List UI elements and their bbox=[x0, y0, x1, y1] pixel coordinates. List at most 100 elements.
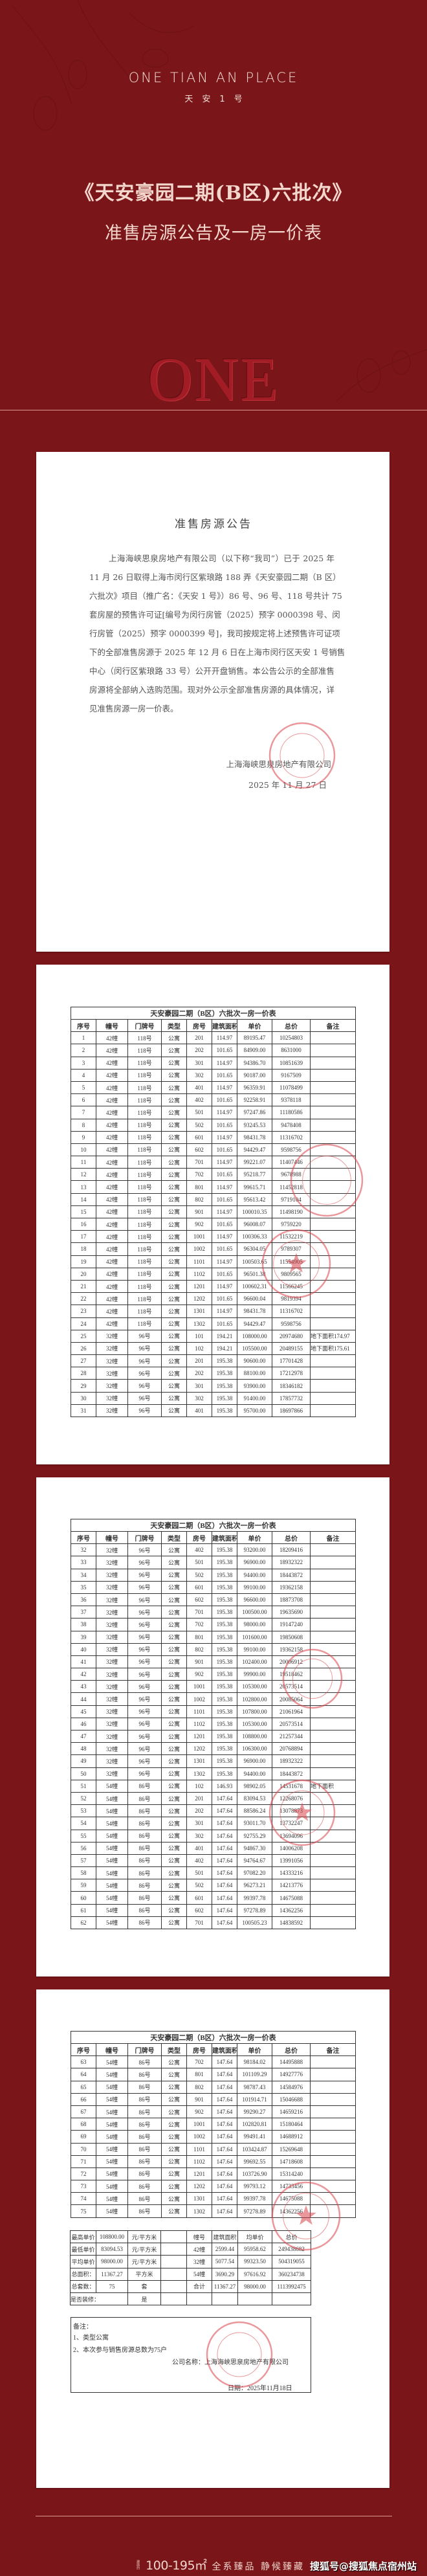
table-row: 73 54幢 86号 公寓 1202 147.64 99793.12 14733456 bbox=[71, 2180, 356, 2193]
table-cell bbox=[309, 2130, 356, 2144]
announcement-line: 套房屋的预售许可证[编号为闵行房管（2025）预字 0000398 号、闵 bbox=[89, 610, 340, 620]
table-cell: 14213776 bbox=[272, 1879, 311, 1892]
table-cell: 公寓 bbox=[161, 2180, 187, 2193]
table-cell: 902 bbox=[186, 2105, 212, 2119]
table-cell bbox=[309, 1193, 356, 1206]
table-cell: 103424.87 bbox=[237, 2142, 272, 2156]
table-cell: 1002 bbox=[186, 2130, 212, 2144]
table-cell: 201 bbox=[186, 1031, 212, 1045]
table-cell bbox=[309, 1606, 356, 1619]
table-cell: 96号 bbox=[127, 1341, 162, 1356]
table-cell: 1101 bbox=[186, 2142, 212, 2156]
table-cell: 14688912 bbox=[272, 2130, 311, 2144]
summary-row: 总套数： 75 套 合计 11367.27 98000.00 1113992475 bbox=[70, 2279, 311, 2293]
table-cell: 95218.77 bbox=[237, 1168, 272, 1182]
table-cell: 23 bbox=[71, 1305, 96, 1318]
table-cell: 公寓 bbox=[161, 2192, 187, 2206]
footer-area: 100-195㎡ bbox=[146, 2559, 207, 2573]
table-row: 7 42幢 118号 公寓 501 114.97 97247.86 11180586 bbox=[71, 1106, 356, 1119]
table-cell: 1301 bbox=[186, 2192, 212, 2206]
price-table: 天安豪园二期（B区）六批次一房一价表 序号 幢号 门牌号 类型 房号 建筑面积 单价 总价 备注 3… bbox=[70, 1519, 356, 1930]
table-cell: 公寓 bbox=[161, 1829, 187, 1842]
table-cell: 602 bbox=[186, 1143, 212, 1157]
table-cell: 101.65 bbox=[212, 1068, 237, 1082]
table-cell: 147.64 bbox=[212, 1879, 237, 1892]
table-cell: 802 bbox=[186, 1642, 212, 1656]
table-cell: 20573514 bbox=[272, 1680, 311, 1694]
table-cell: 91400.00 bbox=[237, 1391, 272, 1405]
table-cell: 公寓 bbox=[161, 1068, 187, 1082]
table-cell: 195.38 bbox=[212, 1680, 237, 1694]
table-cell: 公寓 bbox=[161, 1242, 187, 1256]
table-cell: 86号 bbox=[127, 1829, 162, 1842]
table-cell: 公寓 bbox=[161, 1267, 187, 1281]
table-cell: 101.65 bbox=[212, 1217, 237, 1231]
table-cell: 118号 bbox=[127, 1292, 162, 1306]
summary-cell bbox=[186, 2292, 212, 2306]
summary-cell: 98000.00 bbox=[237, 2279, 272, 2293]
table-cell: 1102 bbox=[186, 2155, 212, 2168]
table-cell: 11316702 bbox=[272, 1130, 311, 1144]
table-cell: 20768894 bbox=[272, 1742, 311, 1756]
table-cell: 103726.90 bbox=[237, 2167, 272, 2181]
table-cell: 13 bbox=[71, 1180, 96, 1194]
table-cell bbox=[309, 1767, 356, 1780]
table-cell: 147.64 bbox=[212, 1916, 237, 1930]
table-cell: 71 bbox=[71, 2155, 96, 2168]
table-cell: 28 bbox=[71, 1367, 96, 1380]
table-cell: 84909.00 bbox=[237, 1044, 272, 1057]
table-cell: 94867.30 bbox=[237, 1841, 272, 1855]
column-header: 房号 bbox=[186, 1018, 212, 1033]
column-header: 幢号 bbox=[96, 2043, 128, 2057]
table-cell: 99615.71 bbox=[237, 1180, 272, 1194]
table-cell: 7 bbox=[71, 1106, 96, 1119]
table-cell: 602 bbox=[186, 1593, 212, 1607]
table-cell: 32幢 bbox=[96, 1630, 128, 1644]
table-row: 32 32幢 96号 公寓 402 195.38 93200.00 18209416 bbox=[71, 1543, 356, 1557]
table-cell: 31 bbox=[71, 1404, 96, 1418]
table-cell: 118号 bbox=[127, 1267, 162, 1281]
table-cell: 32幢 bbox=[96, 1642, 128, 1656]
table-cell: 32幢 bbox=[96, 1568, 128, 1582]
table-cell: 公寓 bbox=[161, 1056, 187, 1070]
table-cell: 公寓 bbox=[161, 2142, 187, 2156]
table-row: 36 32幢 96号 公寓 602 195.38 96600.00 18873708 bbox=[71, 1593, 356, 1607]
table-cell: 86号 bbox=[127, 1841, 162, 1855]
table-cell: 20974680 bbox=[272, 1329, 311, 1343]
column-header: 总价 bbox=[272, 1530, 311, 1545]
summary-cell bbox=[160, 2292, 187, 2306]
table-cell: 59 bbox=[71, 1879, 96, 1892]
table-cell: 11554905 bbox=[272, 1255, 311, 1268]
table-cell: 54幢 bbox=[96, 1829, 128, 1842]
footer-slogan: 全系臻品 静候臻藏 bbox=[212, 2562, 305, 2572]
table-cell: 9 bbox=[71, 1130, 96, 1144]
table-row: 64 54幢 86号 公寓 801 147.64 101109.29 14927776 bbox=[71, 2068, 356, 2081]
table-cell: 1302 bbox=[186, 2204, 212, 2218]
table-cell: 47 bbox=[71, 1729, 96, 1743]
summary-row: 是否装修：是 bbox=[70, 2292, 311, 2306]
table-cell: 1301 bbox=[186, 1754, 212, 1768]
table-cell: 10851639 bbox=[272, 1056, 311, 1070]
table-cell: 21 bbox=[71, 1279, 96, 1294]
summary-cell: 2599.44 bbox=[212, 2243, 238, 2256]
table-cell: 公寓 bbox=[161, 1130, 187, 1144]
table-cell: 1301 bbox=[186, 1305, 212, 1318]
table-row: 67 54幢 86号 公寓 902 147.64 99290.27 14659216 bbox=[71, 2105, 356, 2119]
table-cell: 98902.05 bbox=[237, 1779, 272, 1793]
table-cell: 32幢 bbox=[96, 1655, 128, 1669]
table-cell: 14 bbox=[71, 1193, 96, 1206]
table-cell: 102 bbox=[186, 1341, 212, 1356]
summary-cell: 42幢 bbox=[186, 2243, 212, 2256]
table-cell: 11 bbox=[71, 1156, 96, 1169]
table-cell: 86号 bbox=[127, 2204, 162, 2218]
table-cell: 公寓 bbox=[161, 1292, 187, 1306]
table-cell: 86号 bbox=[127, 2130, 162, 2144]
table-cell: 14362256 bbox=[272, 1903, 311, 1917]
table-cell: 18932322 bbox=[272, 1754, 311, 1768]
table-cell: 86号 bbox=[127, 2142, 162, 2156]
table-row: 23 42幢 118号 公寓 1301 114.97 98431.78 11316702 bbox=[71, 1305, 356, 1318]
table-cell bbox=[309, 1118, 356, 1132]
table-row: 40 32幢 96号 公寓 802 195.38 99100.00 19362158 bbox=[71, 1642, 356, 1656]
table-row: 22 42幢 118号 公寓 1202 101.65 96600.04 9819394 bbox=[71, 1292, 356, 1306]
table-cell: 901 bbox=[186, 2092, 212, 2106]
